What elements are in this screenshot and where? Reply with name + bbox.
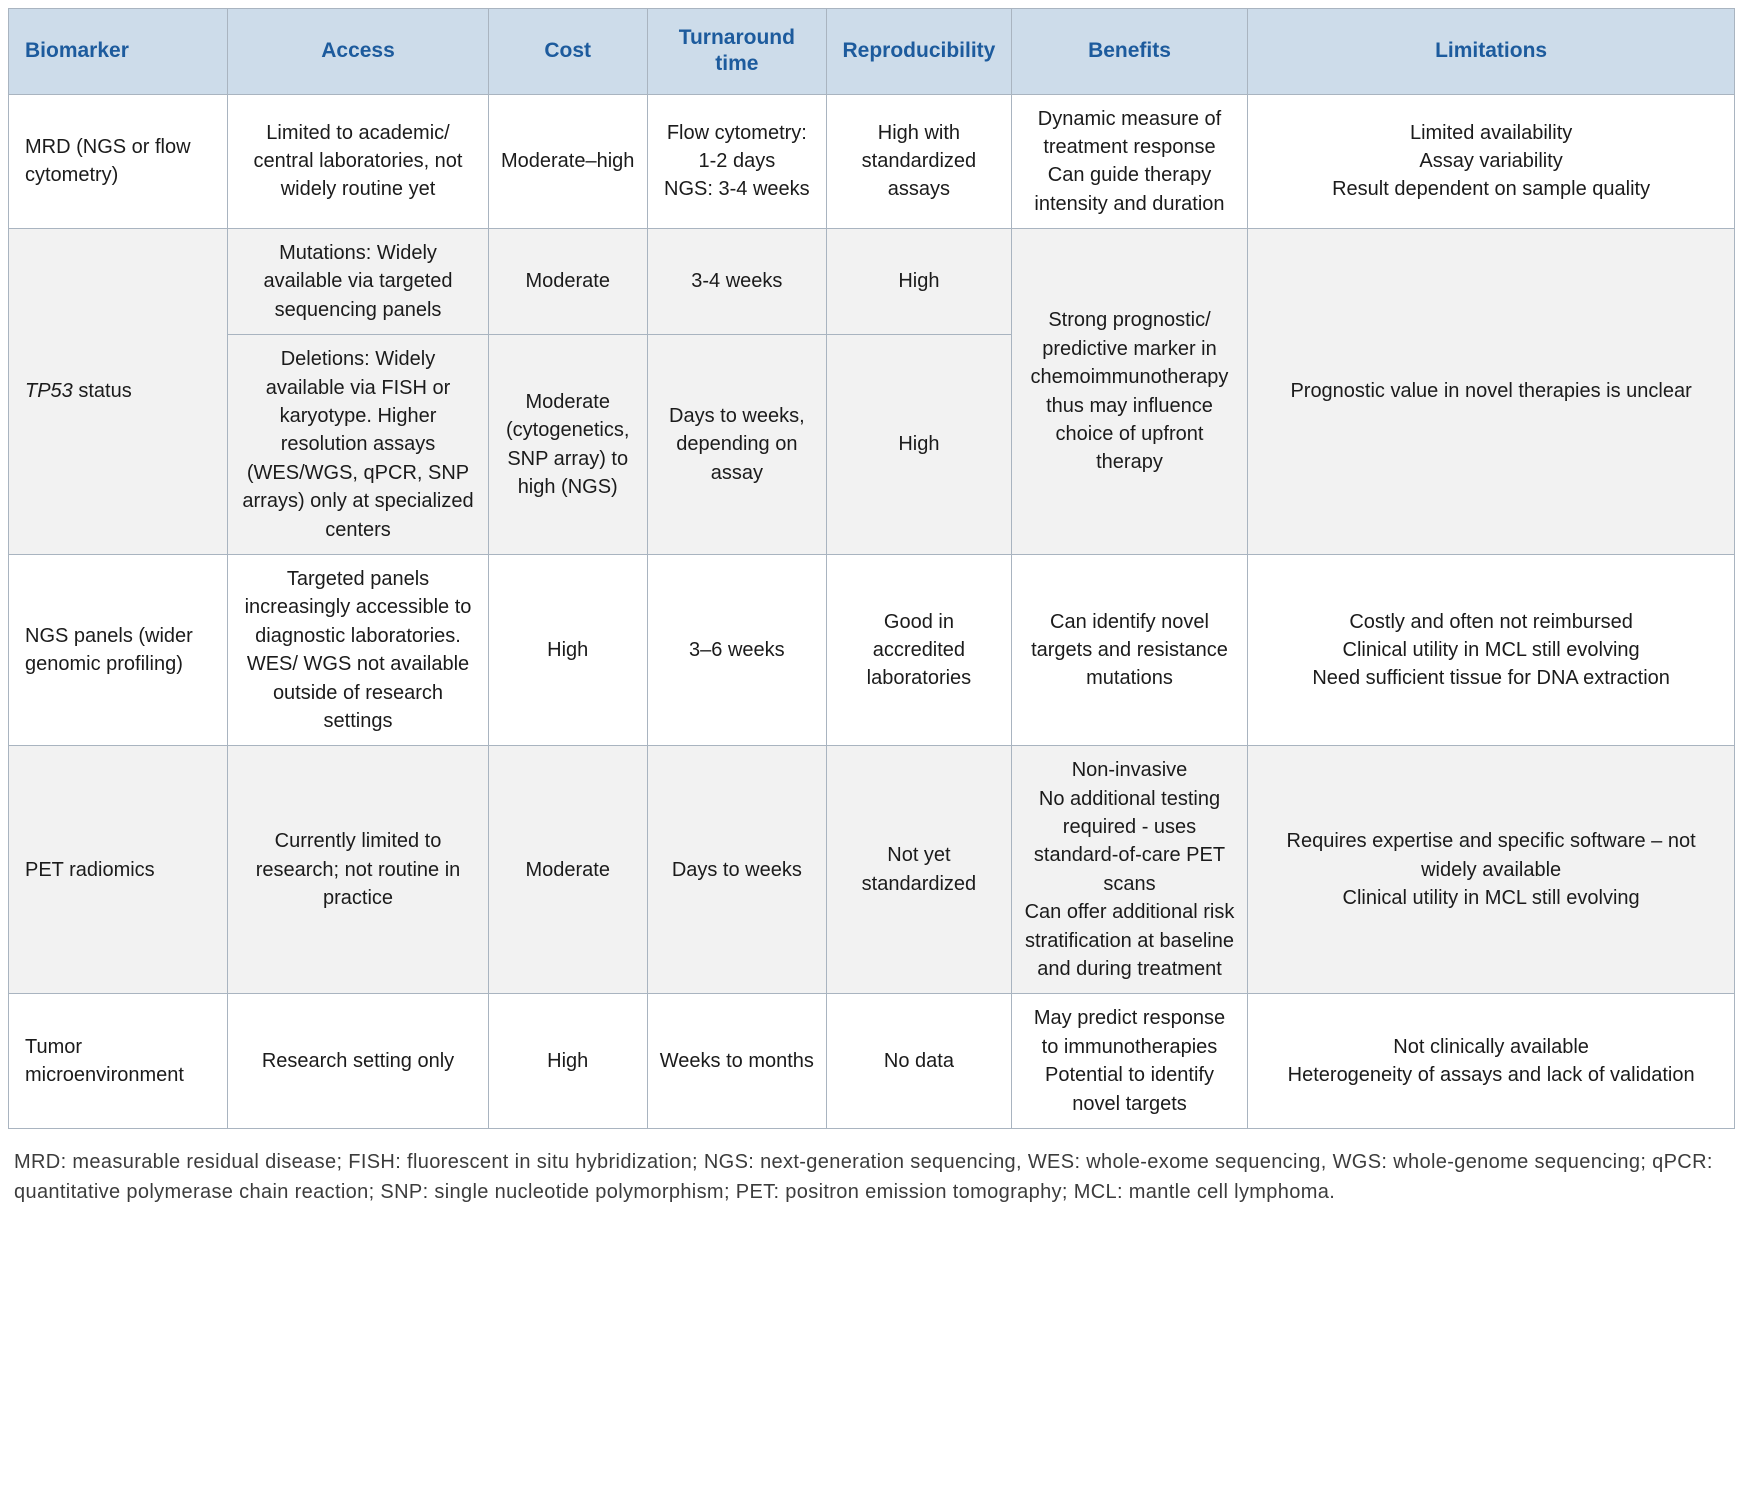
table-row-tp53-deletions: Deletions: Widely available via FISH or … — [9, 334, 1735, 555]
cell-mrd-access: Limited to academic/ central laboratorie… — [227, 93, 489, 230]
cell-tme-turnaround: Weeks to months — [646, 993, 828, 1129]
cell-tp53-deletions-access: Deletions: Widely available via FISH or … — [227, 334, 489, 555]
cell-tp53-deletions-turnaround: Days to weeks, depending on assay — [646, 334, 828, 555]
tp53-gene-name: TP53 — [25, 380, 73, 403]
biomarker-table: Biomarker Access Cost Turnaround time Re… — [7, 8, 1735, 1129]
header-limitations: Limitations — [1247, 8, 1735, 95]
cell-tp53-deletions-cost: Moderate (cytogenetics, SNP array) to hi… — [487, 334, 648, 555]
table-figure: Biomarker Access Cost Turnaround time Re… — [7, 8, 1735, 1203]
cell-pet-cost: Moderate — [487, 745, 648, 995]
cell-ngs-limitations: Costly and often not reimbursed Clinical… — [1247, 553, 1735, 747]
header-benefits: Benefits — [1010, 8, 1249, 95]
cell-ngs-cost: High — [487, 553, 648, 747]
cell-ngs-reproducibility: Good in accredited laboratories — [826, 553, 1012, 747]
cell-pet-biomarker: PET radiomics — [7, 745, 229, 995]
cell-tp53-benefits: Strong prognostic/ predictive marker in … — [1010, 228, 1249, 555]
cell-tp53-mutations-reproducibility: High — [826, 228, 1012, 336]
cell-mrd-limitations: Limited availability Assay variability R… — [1247, 93, 1735, 230]
header-reproducibility: Reproducibility — [826, 8, 1012, 95]
cell-pet-limitations: Requires expertise and specific software… — [1247, 745, 1735, 995]
cell-mrd-cost: Moderate–high — [487, 93, 648, 230]
cell-ngs-turnaround: 3–6 weeks — [646, 553, 828, 747]
table-row-mrd: MRD (NGS or flow cytometry) Limited to a… — [7, 93, 1735, 230]
header-cost: Cost — [487, 8, 648, 95]
cell-mrd-turnaround: Flow cytometry: 1-2 days NGS: 3-4 weeks — [646, 93, 828, 230]
cell-ngs-biomarker: NGS panels (wider genomic profiling) — [7, 553, 229, 747]
abbreviations-footnote: MRD: measurable residual disease; FISH: … — [14, 1151, 1713, 1203]
header-turnaround-time: Turnaround time — [646, 8, 828, 95]
cell-tp53-deletions-reproducibility: High — [826, 334, 1012, 555]
table-row-ngs-panels: NGS panels (wider genomic profiling) Tar… — [7, 553, 1735, 747]
cell-pet-reproducibility: Not yet standardized — [826, 745, 1012, 995]
header-access: Access — [227, 8, 489, 95]
cell-tme-limitations: Not clinically available Heterogeneity o… — [1247, 993, 1735, 1129]
cell-mrd-benefits: Dynamic measure of treatment response Ca… — [1010, 93, 1249, 230]
tp53-biomarker-suffix: status — [72, 380, 132, 403]
cell-tp53-limitations: Prognostic value in novel therapies is u… — [1247, 228, 1735, 555]
cell-tme-access: Research setting only — [227, 993, 489, 1129]
cell-tme-cost: High — [487, 993, 648, 1129]
header-biomarker: Biomarker — [7, 8, 229, 95]
cell-tme-biomarker: Tumor microenvironment — [7, 993, 229, 1129]
cell-pet-turnaround: Days to weeks — [646, 745, 828, 995]
cell-pet-access: Currently limited to research; not routi… — [227, 745, 489, 995]
cell-tp53-mutations-turnaround: 3-4 weeks — [646, 228, 828, 336]
cell-pet-benefits: Non-invasive No additional testing requi… — [1010, 745, 1249, 995]
cell-mrd-reproducibility: High with standardized assays — [826, 93, 1012, 230]
cell-tp53-mutations-access: Mutations: Widely available via targeted… — [227, 228, 489, 336]
cell-tp53-biomarker: TP53 status — [7, 228, 229, 555]
cell-tme-benefits: May predict response to immunotherapies … — [1010, 993, 1249, 1129]
table-row-pet-radiomics: PET radiomics Currently limited to resea… — [7, 745, 1735, 995]
table-row-tumor-microenvironment: Tumor microenvironment Research setting … — [7, 993, 1735, 1129]
header-row: Biomarker Access Cost Turnaround time Re… — [7, 8, 1735, 95]
cell-ngs-benefits: Can identify novel targets and resistanc… — [1010, 553, 1249, 747]
cell-ngs-access: Targeted panels increasingly accessible … — [227, 553, 489, 747]
cell-tp53-mutations-cost: Moderate — [487, 228, 648, 336]
table-row-tp53-mutations: TP53 status Mutations: Widely available … — [7, 228, 1735, 555]
cell-mrd-biomarker: MRD (NGS or flow cytometry) — [7, 93, 229, 230]
cell-tme-reproducibility: No data — [826, 993, 1012, 1129]
